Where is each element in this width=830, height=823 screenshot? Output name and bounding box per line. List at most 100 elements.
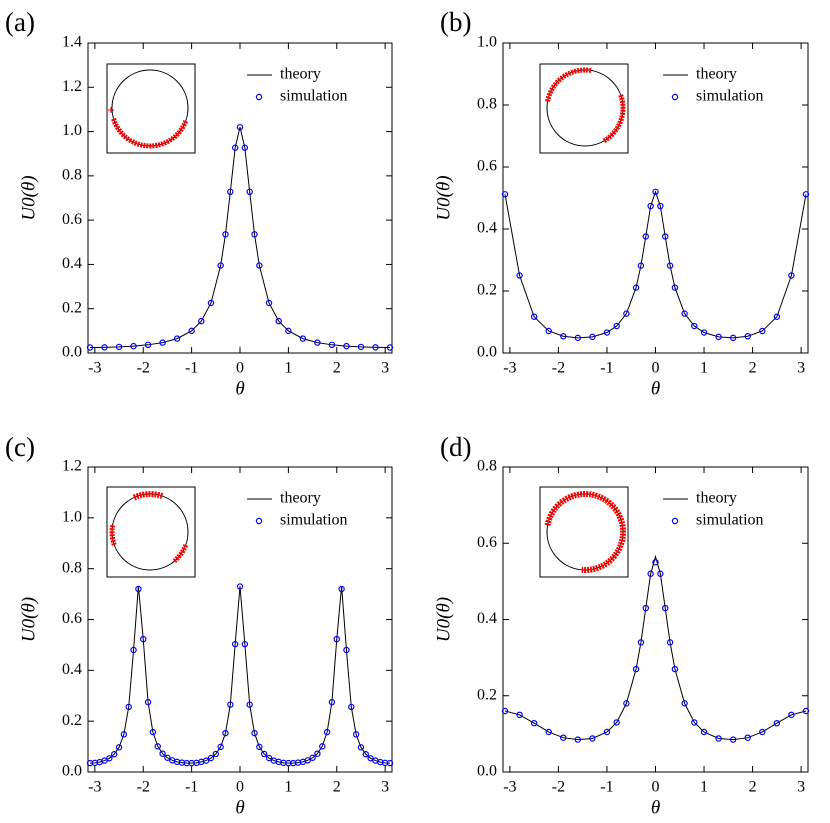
y-tick-label: 0.4 xyxy=(62,255,82,272)
simulation-point xyxy=(140,635,147,643)
simulation-point xyxy=(241,144,249,151)
simulation-point xyxy=(386,344,394,351)
y-tick-label: 0.2 xyxy=(477,686,497,703)
y-tick-label: 1.2 xyxy=(62,78,82,95)
x-tick-label: 3 xyxy=(797,779,805,796)
x-tick-label: -3 xyxy=(503,360,516,377)
simulation-point xyxy=(343,342,350,350)
inset-a xyxy=(106,63,196,154)
x-axis-label: θ xyxy=(235,797,244,818)
simulation-point xyxy=(198,317,205,325)
plot-frame xyxy=(87,466,393,773)
simulation-point xyxy=(613,719,620,726)
theory-line xyxy=(90,127,390,349)
y-tick-label: 0.6 xyxy=(62,610,82,627)
legend-label: simulation xyxy=(696,512,764,529)
simulation-point xyxy=(207,299,215,307)
simulation-point xyxy=(144,698,152,706)
plot-frame xyxy=(502,466,809,773)
y-axis-label: U0(θ) xyxy=(433,175,454,220)
simulation-point xyxy=(352,731,360,738)
y-tick-label: 0.8 xyxy=(477,96,497,113)
x-tick-label: 1 xyxy=(284,360,292,377)
x-tick-label: 1 xyxy=(284,779,292,796)
simulation-point xyxy=(164,754,171,761)
y-tick-label: 0.0 xyxy=(477,344,497,361)
simulation-point xyxy=(241,640,249,648)
simulation-point xyxy=(159,750,166,757)
simulation-point xyxy=(623,310,630,317)
simulation-point xyxy=(222,729,229,737)
simulation-point xyxy=(744,333,751,340)
y-tick-label: 1.2 xyxy=(62,458,82,475)
inset-b xyxy=(539,63,629,154)
simulation-point xyxy=(715,333,722,341)
x-tick-label: -3 xyxy=(503,779,516,796)
panel: -3 -2 -1 0 1 2 3 0.0 0.2 0.4 0.6 0.8 1.0 1.2 (c) θ U0(θ)… xyxy=(5,432,394,818)
simulation-point xyxy=(231,640,239,648)
x-tick-label: 2 xyxy=(333,360,341,377)
legend-label: simulation xyxy=(280,88,348,105)
x-tick-label: 0 xyxy=(652,360,660,377)
y-tick-label: 0.6 xyxy=(62,211,82,228)
simulation-point xyxy=(367,755,374,762)
simulation-point xyxy=(212,750,220,758)
simulation-point xyxy=(144,341,152,349)
theory-line xyxy=(504,190,807,339)
simulation-point xyxy=(647,570,654,577)
y-tick-label: 0.2 xyxy=(477,282,497,299)
simulation-point xyxy=(246,188,253,195)
simulation-point xyxy=(603,329,611,336)
simulation-point xyxy=(338,585,345,593)
y-tick-label: 0.0 xyxy=(62,763,82,780)
simulation-point xyxy=(357,343,365,351)
simulation-point xyxy=(647,202,654,210)
y-tick-label: 1.0 xyxy=(62,509,82,526)
x-tick-label: 3 xyxy=(381,360,389,377)
simulation-point xyxy=(125,703,132,711)
simulation-point xyxy=(236,123,244,131)
simulation-point xyxy=(589,735,596,742)
x-axis-label: θ xyxy=(651,797,660,818)
x-tick-label: -2 xyxy=(552,360,565,377)
simulation-point xyxy=(115,343,123,351)
simulation-point xyxy=(666,639,674,646)
simulation-point xyxy=(348,703,355,711)
x-tick-label: -2 xyxy=(552,779,565,796)
simulation-point xyxy=(319,743,326,750)
panel: -3 -2 -1 0 1 2 3 0.0 0.2 0.4 0.6 0.8 1.0 1.2 1.4 (a) θ U0… xyxy=(5,7,394,399)
simulation-point xyxy=(637,639,645,646)
y-tick-label: 1.0 xyxy=(477,34,497,51)
y-tick-label: 0.8 xyxy=(62,167,82,184)
simulation-point xyxy=(671,665,679,673)
simulation-point xyxy=(545,327,552,335)
panel: -3 -2 -1 0 1 2 3 0.0 0.2 0.4 0.6 0.8 (d) θ U0(θ) theory… xyxy=(433,432,810,818)
theory-line xyxy=(89,586,391,764)
simulation-point xyxy=(560,333,567,340)
simulation-point xyxy=(159,339,166,346)
simulation-point xyxy=(343,646,350,654)
simulation-point xyxy=(691,719,698,726)
x-tick-label: 2 xyxy=(333,779,341,796)
legend-label: theory xyxy=(696,490,737,507)
simulation-point xyxy=(101,344,108,351)
simulation-point xyxy=(328,698,336,706)
simulation-point xyxy=(652,188,659,195)
y-tick-label: 0.4 xyxy=(62,661,82,678)
plot-frame xyxy=(87,42,393,354)
simulation-point xyxy=(545,728,552,736)
simulation-point xyxy=(671,284,679,291)
simulation-point xyxy=(111,751,118,758)
x-axis-label: θ xyxy=(235,378,244,399)
simulation-point xyxy=(130,342,137,350)
panel: -3 -2 -1 0 1 2 3 0.0 0.2 0.4 0.6 0.8 1.0 (b) θ U0(θ) the… xyxy=(433,7,810,399)
inset-c xyxy=(106,486,196,578)
simulation-point xyxy=(299,335,307,342)
x-tick-label: -1 xyxy=(600,360,613,377)
simulation-point xyxy=(691,322,698,330)
simulation-point xyxy=(729,334,737,342)
simulation-point xyxy=(86,344,94,351)
x-tick-label: -3 xyxy=(88,779,101,796)
simulation-point xyxy=(256,743,263,751)
